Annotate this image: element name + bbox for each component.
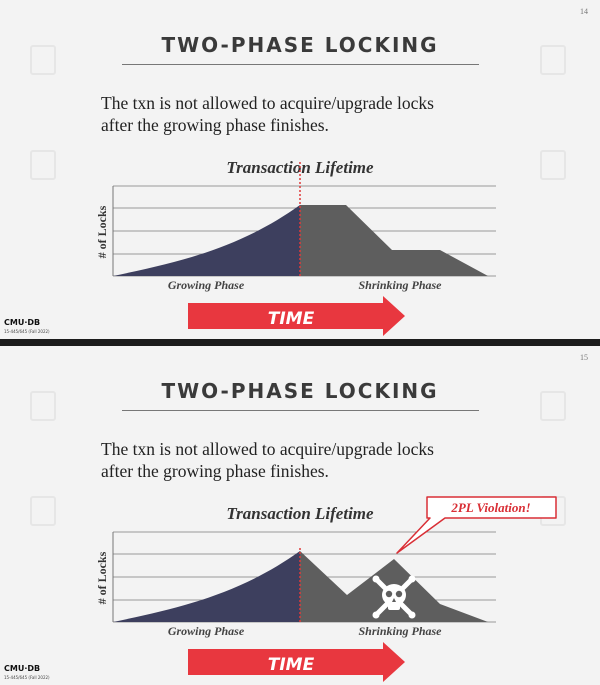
- shrinking-phase-label: Shrinking Phase: [358, 278, 442, 292]
- course-label: 15-445/645 (Fall 2022): [4, 329, 50, 334]
- brand-logo: CMU·DB: [4, 664, 41, 673]
- shrinking-phase-area: [300, 205, 488, 276]
- y-axis-label: # of Locks: [95, 205, 109, 258]
- background-decoration: [30, 391, 56, 421]
- lock-lifetime-chart: Transaction Lifetime 2PL: [95, 496, 557, 682]
- page-number: 14: [580, 7, 588, 16]
- shrinking-phase-label: Shrinking Phase: [358, 624, 442, 638]
- title-divider: [122, 410, 479, 411]
- background-decoration: [30, 150, 56, 180]
- growing-phase-label: Growing Phase: [168, 624, 245, 638]
- body-line-2: after the growing phase finishes.: [101, 461, 329, 481]
- background-decoration: [540, 391, 566, 421]
- growing-phase-area: [113, 551, 300, 622]
- brand-logo: CMU·DB: [4, 318, 41, 327]
- background-decoration: [540, 150, 566, 180]
- slide-body: The txn is not allowed to acquire/upgrad…: [101, 92, 521, 136]
- time-label: TIME: [268, 309, 315, 329]
- body-line-1: The txn is not allowed to acquire/upgrad…: [101, 93, 434, 113]
- time-arrow: [188, 642, 405, 682]
- background-decoration: [30, 45, 56, 75]
- body-line-1: The txn is not allowed to acquire/upgrad…: [101, 439, 434, 459]
- slide-body: The txn is not allowed to acquire/upgrad…: [101, 438, 521, 482]
- slide-14: 14 TWO-PHASE LOCKING The txn is not allo…: [0, 0, 600, 339]
- title-divider: [122, 64, 479, 65]
- page-number: 15: [580, 353, 588, 362]
- y-axis-label: # of Locks: [95, 551, 109, 604]
- course-label: 15-445/645 (Fall 2022): [4, 675, 50, 680]
- body-line-2: after the growing phase finishes.: [101, 115, 329, 135]
- time-label: TIME: [268, 655, 315, 675]
- time-arrow: [188, 296, 405, 336]
- background-decoration: [30, 496, 56, 526]
- slide-15: 15 TWO-PHASE LOCKING The txn is not allo…: [0, 346, 600, 685]
- slide-title: TWO-PHASE LOCKING: [161, 379, 439, 403]
- skull-crossbones-icon: [372, 575, 416, 619]
- lock-lifetime-chart: Transaction Lifetime # of Locks Growing …: [95, 158, 496, 336]
- slide-title: TWO-PHASE LOCKING: [161, 33, 439, 57]
- growing-phase-area: [113, 205, 300, 276]
- growing-phase-label: Growing Phase: [168, 278, 245, 292]
- violation-callout: 2PL Violation!: [396, 496, 557, 554]
- chart-title: Transaction Lifetime: [226, 504, 374, 523]
- background-decoration: [540, 45, 566, 75]
- violation-label: 2PL Violation!: [450, 500, 530, 515]
